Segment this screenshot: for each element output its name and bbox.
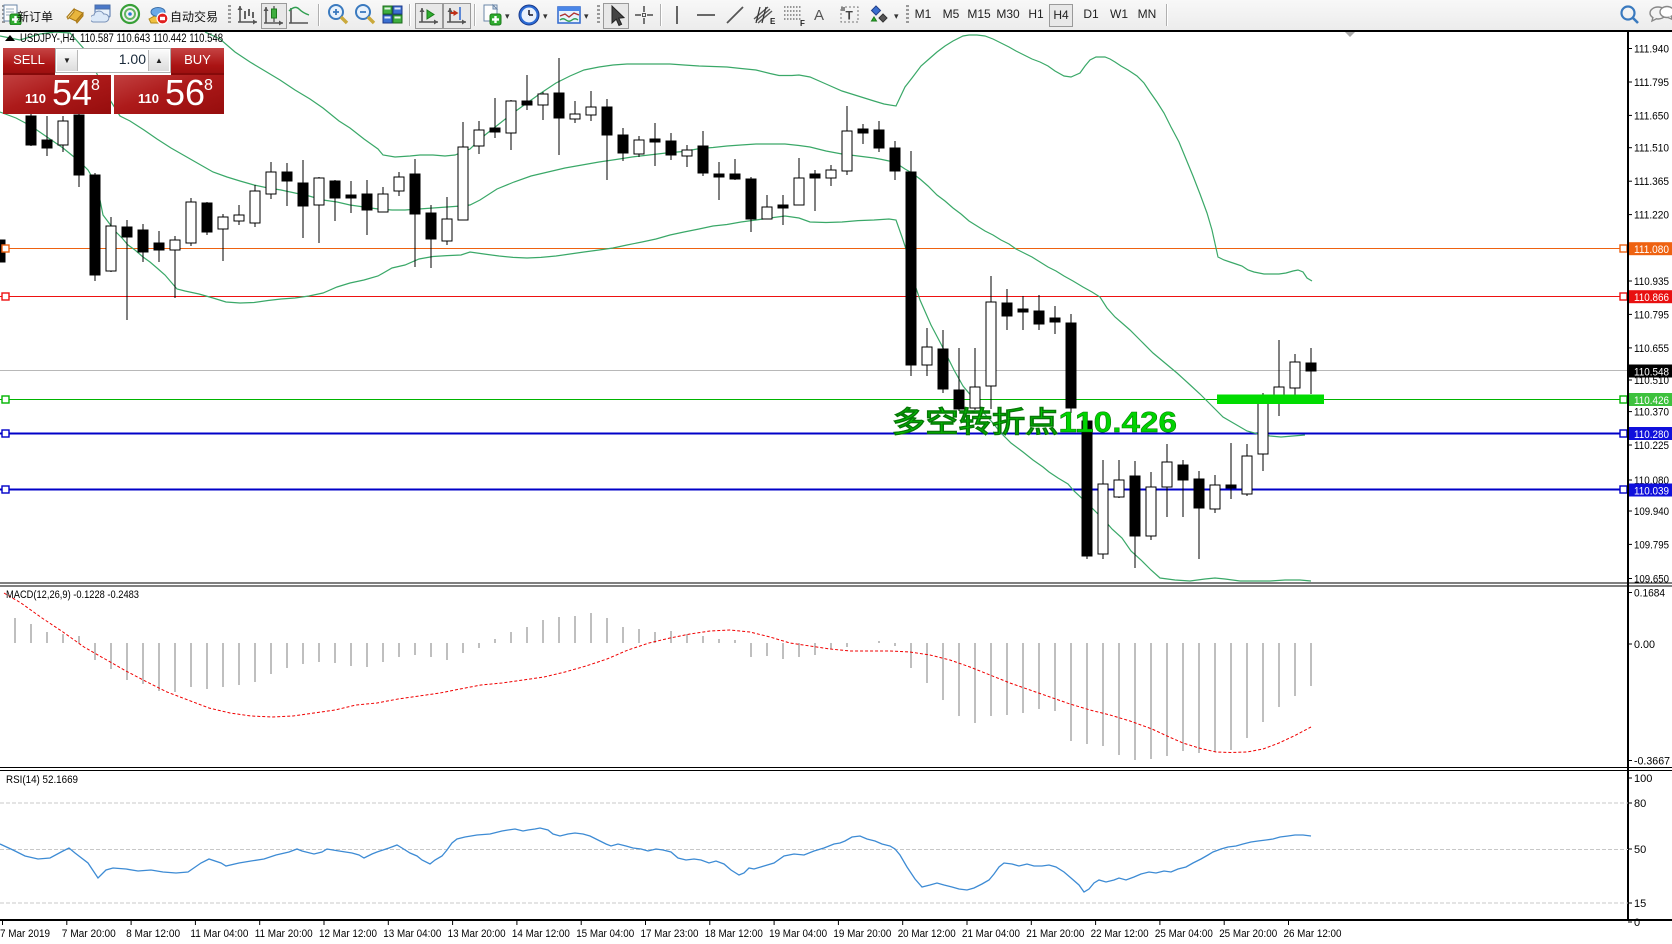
svg-text:110.225: 110.225 [1634,440,1669,452]
svg-text:8 Mar 12:00: 8 Mar 12:00 [126,928,180,940]
svg-text:25 Mar 20:00: 25 Mar 20:00 [1219,928,1277,940]
svg-text:111.365: 111.365 [1634,176,1669,188]
svg-text:21 Mar 04:00: 21 Mar 04:00 [962,928,1020,940]
svg-text:15 Mar 04:00: 15 Mar 04:00 [576,928,634,940]
svg-text:13 Mar 20:00: 13 Mar 20:00 [448,928,506,940]
svg-text:A: A [814,7,824,24]
svg-text:110.548: 110.548 [1634,367,1669,379]
svg-text:USDJPY-,H4 110.587 110.643 11: USDJPY-,H4 110.587 110.643 110.442 110.5… [20,33,223,45]
svg-text:17 Mar 23:00: 17 Mar 23:00 [641,928,699,940]
svg-text:14 Mar 12:00: 14 Mar 12:00 [512,928,570,940]
svg-text:7 Mar 20:00: 7 Mar 20:00 [62,928,116,940]
svg-text:110.510: 110.510 [1634,375,1669,387]
svg-text:22 Mar 12:00: 22 Mar 12:00 [1091,928,1149,940]
svg-text:110.370: 110.370 [1634,407,1669,419]
svg-text:11 Mar 04:00: 11 Mar 04:00 [190,928,248,940]
svg-text:多空转折点110.426: 多空转折点110.426 [892,405,1177,439]
svg-text:25 Mar 04:00: 25 Mar 04:00 [1155,928,1213,940]
svg-text:111.650: 111.650 [1634,110,1669,122]
svg-text:12 Mar 12:00: 12 Mar 12:00 [319,928,377,940]
svg-text:7 Mar 2019: 7 Mar 2019 [0,928,50,940]
svg-text:111.940: 111.940 [1634,44,1669,56]
svg-text:19 Mar 04:00: 19 Mar 04:00 [769,928,827,940]
svg-text:110.935: 110.935 [1634,276,1669,288]
svg-text:80: 80 [1634,798,1646,810]
svg-text:110.280: 110.280 [1634,429,1669,441]
svg-text:-0.3667: -0.3667 [1634,756,1670,768]
svg-text:T: T [846,9,854,23]
svg-text:110.866: 110.866 [1634,292,1669,304]
svg-text:50: 50 [1634,844,1646,856]
svg-text:15: 15 [1634,898,1646,910]
svg-text:MACD(12,26,9) -0.1228 -0.2483: MACD(12,26,9) -0.1228 -0.2483 [6,589,139,601]
svg-text:109.940: 109.940 [1634,506,1669,518]
svg-text:19 Mar 20:00: 19 Mar 20:00 [833,928,891,940]
svg-text:18 Mar 12:00: 18 Mar 12:00 [705,928,763,940]
svg-text:0: 0 [1634,917,1640,929]
svg-text:111.795: 111.795 [1634,77,1669,89]
svg-text:13 Mar 04:00: 13 Mar 04:00 [383,928,441,940]
svg-text:0.1684: 0.1684 [1634,588,1665,600]
svg-text:0.00: 0.00 [1634,639,1655,651]
svg-text:11 Mar 20:00: 11 Mar 20:00 [255,928,313,940]
svg-text:26 Mar 12:00: 26 Mar 12:00 [1284,928,1342,940]
svg-text:RSI(14) 52.1669: RSI(14) 52.1669 [6,774,78,786]
svg-text:110.426: 110.426 [1634,395,1669,407]
svg-text:110.655: 110.655 [1634,343,1669,355]
svg-text:109.795: 109.795 [1634,539,1669,551]
svg-text:111.080: 111.080 [1634,244,1669,256]
svg-text:110.795: 110.795 [1634,309,1669,321]
svg-text:21 Mar 20:00: 21 Mar 20:00 [1026,928,1084,940]
svg-text:E: E [770,17,776,26]
svg-text:109.650: 109.650 [1634,574,1669,586]
svg-text:111.510: 111.510 [1634,143,1669,155]
svg-text:20 Mar 12:00: 20 Mar 12:00 [898,928,956,940]
svg-text:111.220: 111.220 [1634,210,1669,222]
svg-text:100: 100 [1634,773,1652,785]
svg-text:F: F [800,19,805,27]
svg-text:110.039: 110.039 [1634,486,1669,498]
